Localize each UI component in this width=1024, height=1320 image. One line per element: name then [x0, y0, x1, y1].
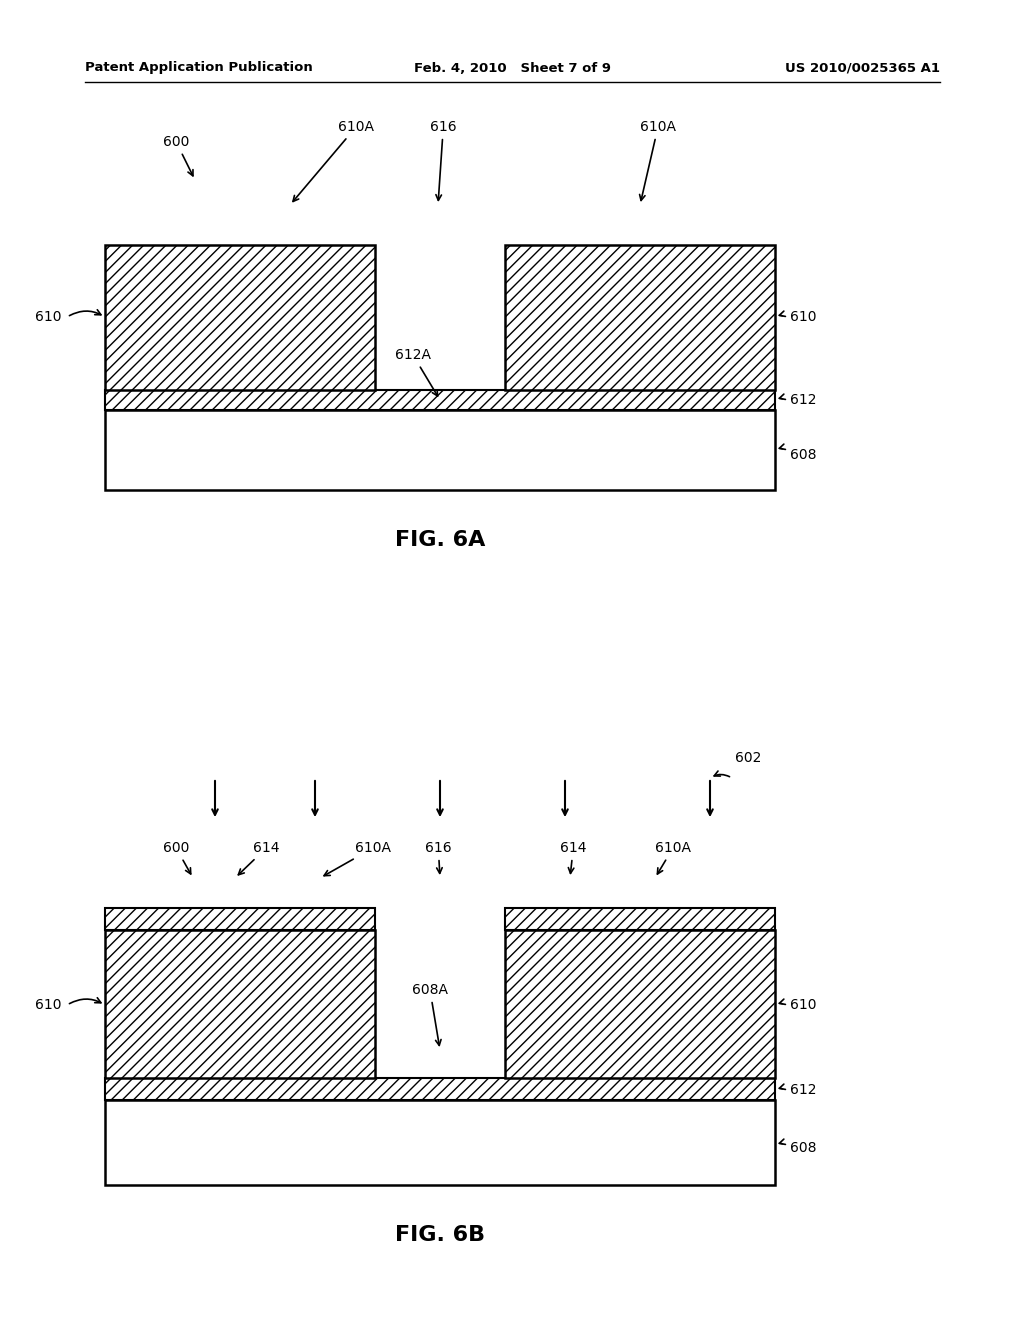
Bar — [105, 1100, 775, 1185]
Text: 602: 602 — [735, 751, 762, 766]
Text: 610A: 610A — [324, 841, 391, 875]
Bar — [505, 246, 775, 389]
Text: 612A: 612A — [395, 348, 437, 396]
Text: 610: 610 — [36, 998, 62, 1012]
Text: 610A: 610A — [655, 841, 691, 874]
Text: 616: 616 — [425, 841, 452, 874]
Bar — [505, 931, 775, 1078]
Text: 610A: 610A — [293, 120, 374, 202]
Bar — [105, 1078, 775, 1100]
Text: 608: 608 — [790, 447, 816, 462]
Text: 612: 612 — [790, 1082, 816, 1097]
Text: 600: 600 — [163, 135, 193, 176]
Bar — [105, 931, 375, 1078]
Text: 614: 614 — [560, 841, 587, 874]
Text: 610A: 610A — [640, 120, 676, 201]
Text: US 2010/0025365 A1: US 2010/0025365 A1 — [785, 62, 940, 74]
Text: 608: 608 — [790, 1140, 816, 1155]
Text: 614: 614 — [239, 841, 280, 875]
Text: 608A: 608A — [412, 983, 449, 1045]
Text: FIG. 6A: FIG. 6A — [395, 531, 485, 550]
Bar — [105, 389, 775, 411]
Bar — [105, 246, 375, 389]
Text: 600: 600 — [163, 841, 190, 874]
Text: Feb. 4, 2010   Sheet 7 of 9: Feb. 4, 2010 Sheet 7 of 9 — [414, 62, 610, 74]
Text: 616: 616 — [430, 120, 457, 201]
Bar — [505, 908, 775, 931]
Text: 610: 610 — [36, 310, 62, 323]
Text: Patent Application Publication: Patent Application Publication — [85, 62, 312, 74]
Text: FIG. 6B: FIG. 6B — [395, 1225, 485, 1245]
Bar — [105, 411, 775, 490]
Text: 610: 610 — [790, 998, 816, 1012]
Bar — [105, 908, 375, 931]
Text: 612: 612 — [790, 393, 816, 407]
Text: 610: 610 — [790, 310, 816, 323]
